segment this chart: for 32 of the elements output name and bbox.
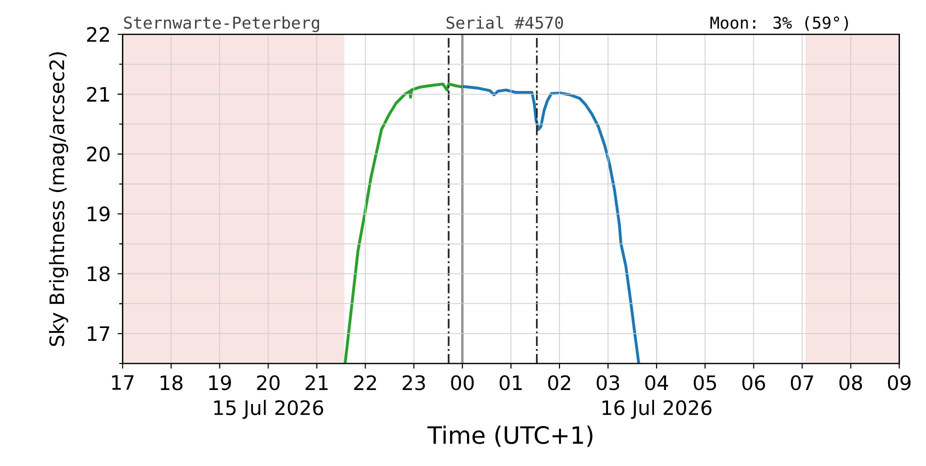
x-tick-label: 23 — [402, 375, 425, 390]
y-tick-label: 17 — [88, 326, 110, 342]
x-tick-label: 06 — [742, 375, 766, 390]
x-tick-label: 07 — [790, 375, 814, 390]
x-tick-label: 00 — [451, 375, 474, 390]
text: 16 Jul 2026 — [602, 400, 712, 420]
text: 15 Jul 2026 — [214, 400, 324, 420]
x-tick-label: 19 — [209, 375, 231, 390]
x-tick-label: 20 — [257, 375, 280, 390]
chart-subtitle: Serial #4570 — [446, 16, 563, 30]
x-tick-label: 17 — [112, 375, 134, 390]
x-tick-label: 09 — [888, 375, 910, 390]
x-tick-label: 08 — [839, 375, 862, 390]
y-axis-title: Sky Brightness (mag/arcsec2) — [48, 52, 68, 346]
x-tick-label: 02 — [548, 375, 570, 390]
y-tick-label: 22 — [87, 27, 109, 42]
x-tick-label: 18 — [160, 375, 182, 390]
y-tick-label: 20 — [87, 146, 110, 162]
x-tick-label: 22 — [354, 375, 376, 390]
y-tick-label: 21 — [87, 87, 110, 102]
x-tick-label: 04 — [645, 375, 668, 390]
text: Moon: 3% (59°) — [710, 16, 848, 31]
x-tick-label: 03 — [596, 375, 620, 390]
line-series — [460, 85, 640, 366]
x-tick-label: 05 — [694, 375, 716, 390]
x-axis-title: Time (UTC+1) — [427, 426, 592, 448]
line-series — [344, 82, 464, 366]
y-tick-label: 19 — [88, 206, 110, 222]
chart-title: Sternwarte-Peterberg — [124, 16, 320, 32]
x-tick-label: 01 — [500, 375, 522, 390]
y-tick-label: 18 — [88, 266, 110, 282]
x-tick-label: 21 — [306, 375, 328, 390]
